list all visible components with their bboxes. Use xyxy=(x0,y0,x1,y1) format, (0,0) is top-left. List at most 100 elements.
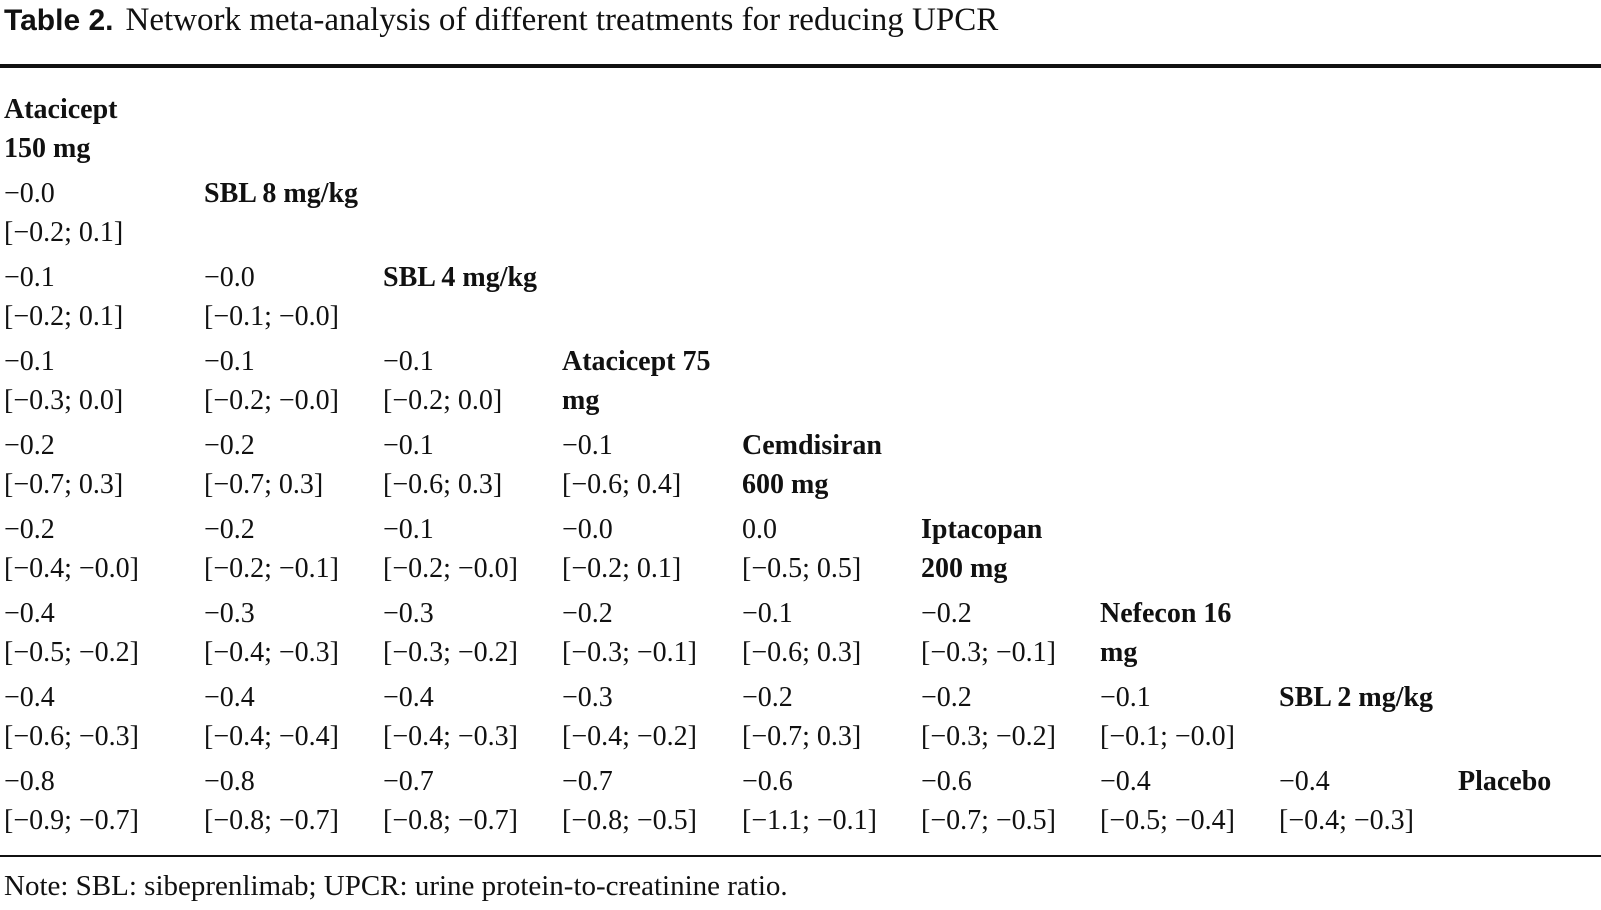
treatment-label: SBL 2 mg/kg xyxy=(1275,678,1454,762)
confidence-interval: [−0.4; −0.0] xyxy=(4,553,140,584)
treatment-name: Atacicept xyxy=(4,94,118,125)
effect-estimate: −0.1 xyxy=(204,346,255,377)
comparison-cell: −0.4 [−0.4; −0.4] xyxy=(200,678,379,762)
comparison-cell: −0.3 [−0.3; −0.2] xyxy=(379,594,558,678)
effect-estimate: −0.3 xyxy=(383,598,434,629)
comparison-cell: −0.2 [−0.7; 0.3] xyxy=(738,678,917,762)
table-row: −0.2 [−0.4; −0.0] −0.2 [−0.2; −0.1] −0.1 [−0.… xyxy=(0,510,1601,594)
treatment-name: Atacicept 75 xyxy=(562,346,711,377)
effect-estimate: −0.3 xyxy=(204,598,255,629)
confidence-interval: [−0.6; −0.3] xyxy=(4,721,140,752)
comparison-cell: −0.1 [−0.6; 0.3] xyxy=(379,426,558,510)
table-row: −0.4 [−0.6; −0.3] −0.4 [−0.4; −0.4] −0.4 [−0.… xyxy=(0,678,1601,762)
effect-estimate: −0.2 xyxy=(4,514,55,545)
confidence-interval: [−0.6; 0.3] xyxy=(383,469,503,500)
treatment-dose: mg xyxy=(1100,637,1138,668)
effect-estimate: −0.0 xyxy=(4,178,55,209)
confidence-interval: [−0.7; 0.3] xyxy=(4,469,124,500)
empty-cell xyxy=(1275,594,1601,678)
confidence-interval: [−0.6; 0.3] xyxy=(742,637,862,668)
confidence-interval: [−0.4; −0.4] xyxy=(204,721,340,752)
treatment-label: Placebo xyxy=(1454,762,1601,846)
comparison-cell: −0.4 [−0.5; −0.4] xyxy=(1096,762,1275,846)
effect-estimate: −0.6 xyxy=(742,766,793,797)
comparison-cell: −0.2 [−0.4; −0.0] xyxy=(0,510,200,594)
comparison-cell: −0.1 [−0.1; −0.0] xyxy=(1096,678,1275,762)
treatment-dose xyxy=(1279,717,1454,756)
treatment-dose: 200 mg xyxy=(921,553,1008,584)
effect-estimate: −0.2 xyxy=(921,682,972,713)
comparison-cell: −0.6 [−1.1; −0.1] xyxy=(738,762,917,846)
effect-estimate: −0.1 xyxy=(742,598,793,629)
treatment-label: SBL 8 mg/kg xyxy=(200,174,379,258)
comparison-cell: −0.2 [−0.3; −0.1] xyxy=(917,594,1096,678)
comparison-cell: −0.2 [−0.7; 0.3] xyxy=(0,426,200,510)
table-row: −0.0 [−0.2; 0.1] SBL 8 mg/kg xyxy=(0,174,1601,258)
comparison-cell: −0.1 [−0.2; −0.0] xyxy=(200,342,379,426)
effect-estimate: −0.4 xyxy=(383,682,434,713)
bottom-rule xyxy=(0,855,1601,857)
confidence-interval: [−0.4; −0.3] xyxy=(383,721,519,752)
confidence-interval: [−0.2; −0.0] xyxy=(383,553,519,584)
confidence-interval: [−0.9; −0.7] xyxy=(4,805,140,836)
confidence-interval: [−0.7; 0.3] xyxy=(204,469,324,500)
effect-estimate: −0.7 xyxy=(383,766,434,797)
confidence-interval: [−0.4; −0.2] xyxy=(562,721,698,752)
treatment-label: Iptacopan 200 mg xyxy=(917,510,1096,594)
effect-estimate: −0.3 xyxy=(562,682,613,713)
effect-estimate: −0.1 xyxy=(4,346,55,377)
comparison-cell: −0.2 [−0.3; −0.2] xyxy=(917,678,1096,762)
confidence-interval: [−0.1; −0.0] xyxy=(1100,721,1236,752)
effect-estimate: −0.4 xyxy=(1100,766,1151,797)
treatment-name: Nefecon 16 xyxy=(1100,598,1232,629)
confidence-interval: [−0.3; −0.1] xyxy=(921,637,1057,668)
comparison-cell: −0.7 [−0.8; −0.5] xyxy=(558,762,738,846)
treatment-label: Cemdisiran 600 mg xyxy=(738,426,917,510)
table-row: Atacicept 150 mg xyxy=(0,90,1601,174)
comparison-cell: −0.1 [−0.3; 0.0] xyxy=(0,342,200,426)
empty-cell xyxy=(379,174,1601,258)
treatment-dose: 150 mg xyxy=(4,133,91,164)
effect-estimate: −0.1 xyxy=(383,430,434,461)
comparison-cell: −0.6 [−0.7; −0.5] xyxy=(917,762,1096,846)
table-note: Note: SBL: sibeprenlimab; UPCR: urine pr… xyxy=(4,870,788,902)
treatment-dose: 600 mg xyxy=(742,469,829,500)
empty-cell xyxy=(917,426,1601,510)
comparison-cell: −0.1 [−0.6; 0.3] xyxy=(738,594,917,678)
comparison-cell: −0.8 [−0.8; −0.7] xyxy=(200,762,379,846)
effect-estimate: −0.2 xyxy=(921,598,972,629)
confidence-interval: [−0.8; −0.5] xyxy=(562,805,698,836)
empty-cell xyxy=(1454,678,1601,762)
effect-estimate: −0.6 xyxy=(921,766,972,797)
confidence-interval: [−0.2; 0.1] xyxy=(4,217,124,248)
treatment-dose xyxy=(204,213,379,252)
confidence-interval: [−0.3; 0.0] xyxy=(4,385,124,416)
comparison-cell: −0.4 [−0.4; −0.3] xyxy=(1275,762,1454,846)
comparison-cell: −0.8 [−0.9; −0.7] xyxy=(0,762,200,846)
effect-estimate: −0.4 xyxy=(1279,766,1330,797)
comparison-cell: −0.4 [−0.5; −0.2] xyxy=(0,594,200,678)
treatment-label: Atacicept 150 mg xyxy=(0,90,200,174)
effect-estimate: −0.2 xyxy=(562,598,613,629)
confidence-interval: [−0.2; 0.1] xyxy=(4,301,124,332)
empty-cell xyxy=(738,342,1601,426)
effect-estimate: −0.4 xyxy=(204,682,255,713)
comparison-cell: −0.2 [−0.7; 0.3] xyxy=(200,426,379,510)
effect-estimate: −0.1 xyxy=(562,430,613,461)
treatment-name: Placebo xyxy=(1458,766,1552,797)
comparison-cell: −0.7 [−0.8; −0.7] xyxy=(379,762,558,846)
confidence-interval: [−0.7; 0.3] xyxy=(742,721,862,752)
empty-cell xyxy=(1096,510,1601,594)
comparison-cell: −0.1 [−0.2; −0.0] xyxy=(379,510,558,594)
comparison-cell: −0.2 [−0.3; −0.1] xyxy=(558,594,738,678)
confidence-interval: [−0.6; 0.4] xyxy=(562,469,682,500)
comparison-cell: −0.0 [−0.1; −0.0] xyxy=(200,258,379,342)
confidence-interval: [−0.7; −0.5] xyxy=(921,805,1057,836)
table-row: −0.8 [−0.9; −0.7] −0.8 [−0.8; −0.7] −0.7 [−0.… xyxy=(0,762,1601,846)
table-caption: Table 2. Network meta-analysis of differe… xyxy=(4,0,998,40)
comparison-cell: −0.0 [−0.2; 0.1] xyxy=(558,510,738,594)
treatment-dose xyxy=(1458,801,1601,840)
effect-estimate: −0.8 xyxy=(4,766,55,797)
effect-estimate: −0.4 xyxy=(4,598,55,629)
confidence-interval: [−0.8; −0.7] xyxy=(383,805,519,836)
